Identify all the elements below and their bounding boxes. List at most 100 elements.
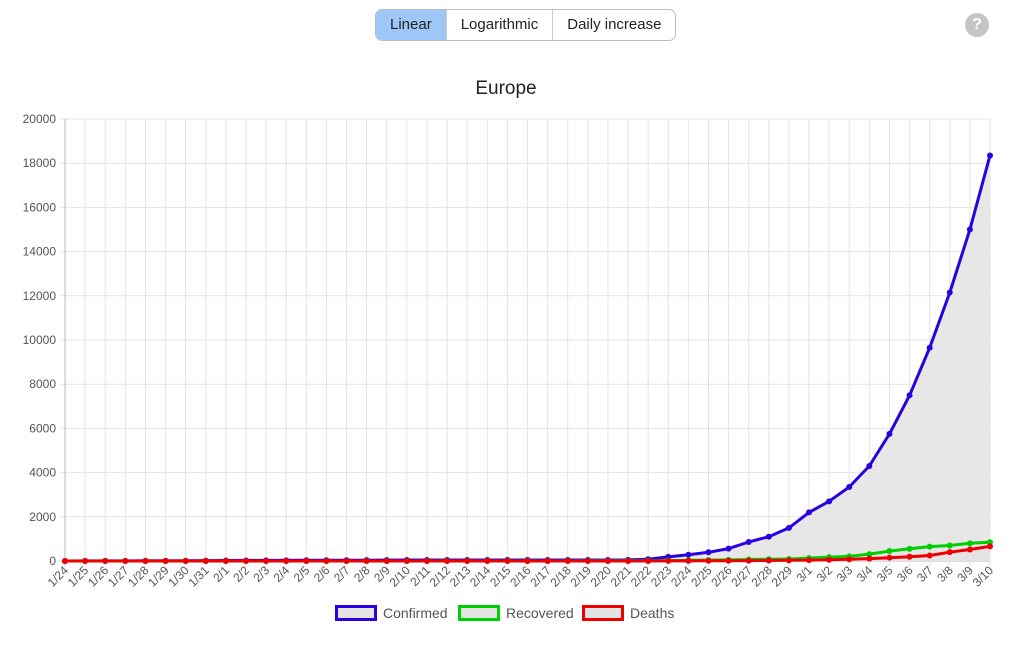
daily-increase-button[interactable]: Daily increase [567, 16, 662, 33]
deaths-point[interactable] [785, 557, 792, 564]
recovered-legend-swatch[interactable] [458, 605, 500, 621]
confirmed-point[interactable] [725, 545, 732, 552]
deaths-point[interactable] [645, 557, 652, 564]
deaths-point[interactable] [946, 549, 953, 556]
deaths-point[interactable] [524, 557, 531, 564]
deaths-point[interactable] [685, 557, 692, 564]
confirmed-point[interactable] [866, 462, 873, 469]
confirmed-point[interactable] [685, 551, 692, 558]
deaths-point[interactable] [987, 543, 993, 550]
confirmed-point[interactable] [826, 498, 833, 505]
deaths-point[interactable] [846, 556, 853, 563]
deaths-point[interactable] [62, 558, 68, 564]
deaths-point[interactable] [484, 557, 491, 564]
deaths-point[interactable] [263, 558, 270, 564]
help-icon[interactable]: ? [965, 13, 989, 37]
deaths-point[interactable] [82, 558, 89, 564]
deaths-point[interactable] [544, 557, 551, 564]
deaths-point[interactable] [866, 555, 873, 562]
deaths-point[interactable] [182, 558, 189, 564]
x-tick-label: 2/4 [271, 563, 293, 585]
y-tick-label: 10000 [23, 333, 57, 347]
recovered-point[interactable] [866, 551, 873, 558]
recovered-point[interactable] [966, 540, 973, 547]
confirmed-point[interactable] [946, 289, 953, 296]
recovered-area [65, 542, 990, 561]
deaths-point[interactable] [242, 558, 249, 564]
deaths-point[interactable] [564, 557, 571, 564]
deaths-point[interactable] [323, 558, 330, 564]
confirmed-point[interactable] [966, 226, 973, 233]
recovered-point[interactable] [886, 548, 893, 555]
deaths-point[interactable] [966, 546, 973, 553]
confirmed-point[interactable] [987, 152, 993, 159]
deaths-point[interactable] [765, 557, 772, 564]
confirmed-point[interactable] [765, 533, 772, 540]
deaths-point[interactable] [202, 558, 209, 564]
deaths-point[interactable] [222, 558, 229, 564]
chart-title: Europe [475, 78, 536, 99]
confirmed-legend-swatch[interactable] [335, 605, 377, 621]
series-areas [65, 155, 990, 561]
deaths-point[interactable] [745, 557, 752, 564]
deaths-point[interactable] [625, 557, 632, 564]
confirmed-legend-label[interactable]: Confirmed [383, 605, 448, 621]
deaths-point[interactable] [826, 556, 833, 563]
deaths-point[interactable] [444, 557, 451, 564]
deaths-point[interactable] [806, 557, 813, 564]
deaths-point[interactable] [665, 557, 672, 564]
deaths-point[interactable] [142, 558, 149, 564]
recovered-point[interactable] [926, 543, 933, 550]
recovered-point[interactable] [946, 542, 953, 549]
confirmed-point[interactable] [705, 549, 712, 556]
y-tick-label: 4000 [29, 466, 56, 480]
x-tick-label: 2/29 [769, 563, 796, 590]
chart-grid [60, 118, 991, 566]
deaths-point[interactable] [725, 557, 732, 564]
confirmed-point[interactable] [906, 392, 913, 399]
x-tick-label: 2/3 [251, 563, 273, 585]
x-tick-label: 1/31 [185, 563, 212, 590]
deaths-point[interactable] [363, 557, 370, 564]
y-axis: 0 2000 4000 6000 8000 10000 12000 14000 16000 180… [23, 112, 57, 568]
deaths-point[interactable] [303, 558, 310, 564]
confirmed-point[interactable] [926, 344, 933, 351]
y-tick-label: 14000 [23, 245, 57, 259]
recovered-point[interactable] [906, 545, 913, 552]
deaths-point[interactable] [906, 553, 913, 560]
deaths-legend-swatch[interactable] [582, 605, 624, 621]
deaths-point[interactable] [162, 558, 169, 564]
confirmed-point[interactable] [806, 509, 813, 516]
x-tick-label: 3/1 [793, 563, 815, 585]
deaths-point[interactable] [343, 558, 350, 564]
deaths-point[interactable] [403, 557, 410, 564]
deaths-point[interactable] [926, 552, 933, 559]
deaths-legend-label[interactable]: Deaths [630, 605, 674, 621]
deaths-point[interactable] [122, 558, 129, 564]
deaths-point[interactable] [423, 557, 430, 564]
deaths-point[interactable] [102, 558, 109, 564]
logarithmic-button[interactable]: Logarithmic [447, 10, 554, 40]
confirmed-point[interactable] [745, 538, 752, 545]
confirmed-point[interactable] [785, 524, 792, 531]
deaths-point[interactable] [886, 554, 893, 561]
y-tick-label: 20000 [23, 112, 57, 126]
deaths-point[interactable] [705, 557, 712, 564]
y-tick-label: 6000 [29, 421, 56, 435]
deaths-point[interactable] [504, 557, 511, 564]
recovered-legend-label[interactable]: Recovered [506, 605, 574, 621]
deaths-point[interactable] [283, 558, 290, 564]
line-chart: Europe 0 2000 4000 6000 8000 10000 12000 14000 1… [23, 78, 997, 621]
linear-button[interactable]: Linear [376, 10, 447, 40]
x-tick-label: 2/5 [291, 563, 313, 585]
confirmed-point[interactable] [886, 430, 893, 437]
x-tick-label: 3/3 [834, 563, 856, 585]
x-tick-label: 3/8 [934, 563, 956, 585]
confirmed-point[interactable] [846, 483, 853, 490]
deaths-point[interactable] [604, 557, 611, 564]
deaths-point[interactable] [383, 557, 390, 564]
deaths-point[interactable] [464, 557, 471, 564]
deaths-point[interactable] [584, 557, 591, 564]
x-tick-label: 3/10 [970, 563, 997, 590]
recovered-point[interactable] [987, 539, 993, 546]
